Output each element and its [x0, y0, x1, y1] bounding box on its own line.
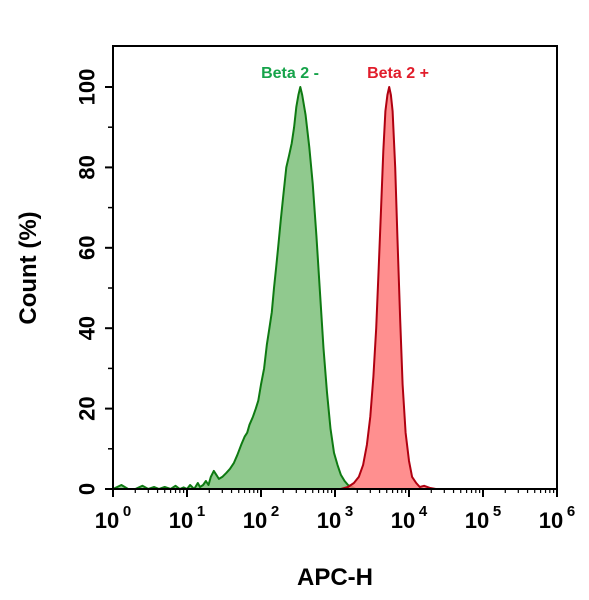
- x-axis: 10 0 10 1 10 2 10 3 10 4 10 5 10 6: [95, 489, 575, 533]
- x-tick-label: 10: [169, 508, 193, 533]
- x-tick-exponent: 2: [271, 503, 279, 520]
- y-tick-label: 60: [75, 236, 100, 260]
- series-area-beta2-negative: [113, 87, 356, 489]
- y-tick-label: 100: [75, 69, 100, 106]
- x-tick-exponent: 4: [419, 503, 428, 520]
- x-tick-label: 10: [465, 508, 489, 533]
- y-tick-label: 80: [75, 155, 100, 179]
- x-axis-title: APC-H: [297, 564, 373, 591]
- x-tick-label: 10: [95, 508, 119, 533]
- y-tick-label: 40: [75, 316, 100, 340]
- legend-beta2-positive: Beta 2 +: [367, 65, 429, 82]
- x-tick-exponent: 3: [345, 503, 353, 520]
- series-area-beta2-positive: [340, 87, 436, 489]
- x-tick-label: 10: [539, 508, 563, 533]
- y-axis-title: Count (%): [15, 211, 42, 324]
- x-tick-exponent: 0: [123, 503, 131, 520]
- x-tick-exponent: 5: [493, 503, 501, 520]
- x-tick-label: 10: [391, 508, 415, 533]
- y-tick-label: 20: [75, 396, 100, 420]
- x-tick-exponent: 6: [567, 503, 575, 520]
- y-axis: 0 20 40 60 80 100: [75, 69, 113, 495]
- y-tick-label: 0: [75, 483, 100, 495]
- x-tick-label: 10: [317, 508, 341, 533]
- x-tick-exponent: 1: [197, 503, 205, 520]
- x-tick-label: 10: [243, 508, 267, 533]
- series-line-beta2-positive: [340, 86, 436, 490]
- legend-beta2-negative: Beta 2 -: [261, 65, 319, 82]
